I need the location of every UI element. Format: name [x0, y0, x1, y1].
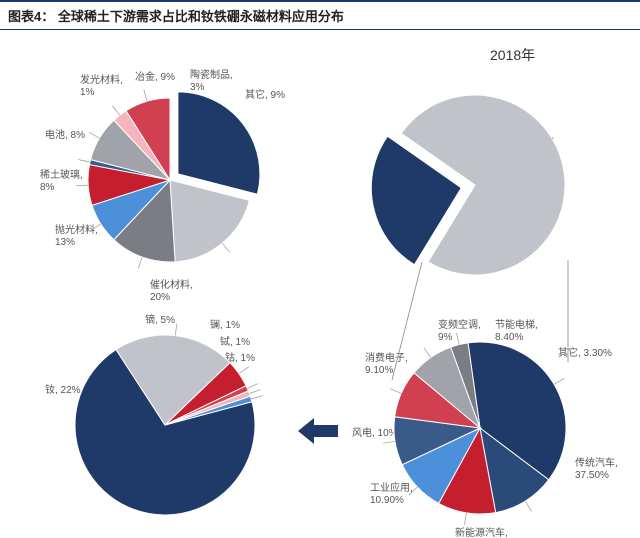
pie-top-left-slice-1	[170, 180, 249, 262]
pie-top-left-slice-0	[178, 92, 260, 194]
year-label: 2018年	[490, 45, 535, 65]
pie-top-right	[355, 65, 595, 305]
pie-bottom-left	[45, 305, 285, 538]
chart-area: 2018年 永磁材料,29%催化材料,20%抛光材料,13%稀土玻璃,8%电池,…	[0, 30, 640, 530]
pie-top-left	[58, 68, 282, 292]
arrow-left-icon	[298, 418, 338, 444]
figure-title: 图表4： 全球稀土下游需求占比和钕铁硼永磁材料应用分布	[0, 0, 640, 30]
pie-bottom-right	[364, 312, 596, 538]
